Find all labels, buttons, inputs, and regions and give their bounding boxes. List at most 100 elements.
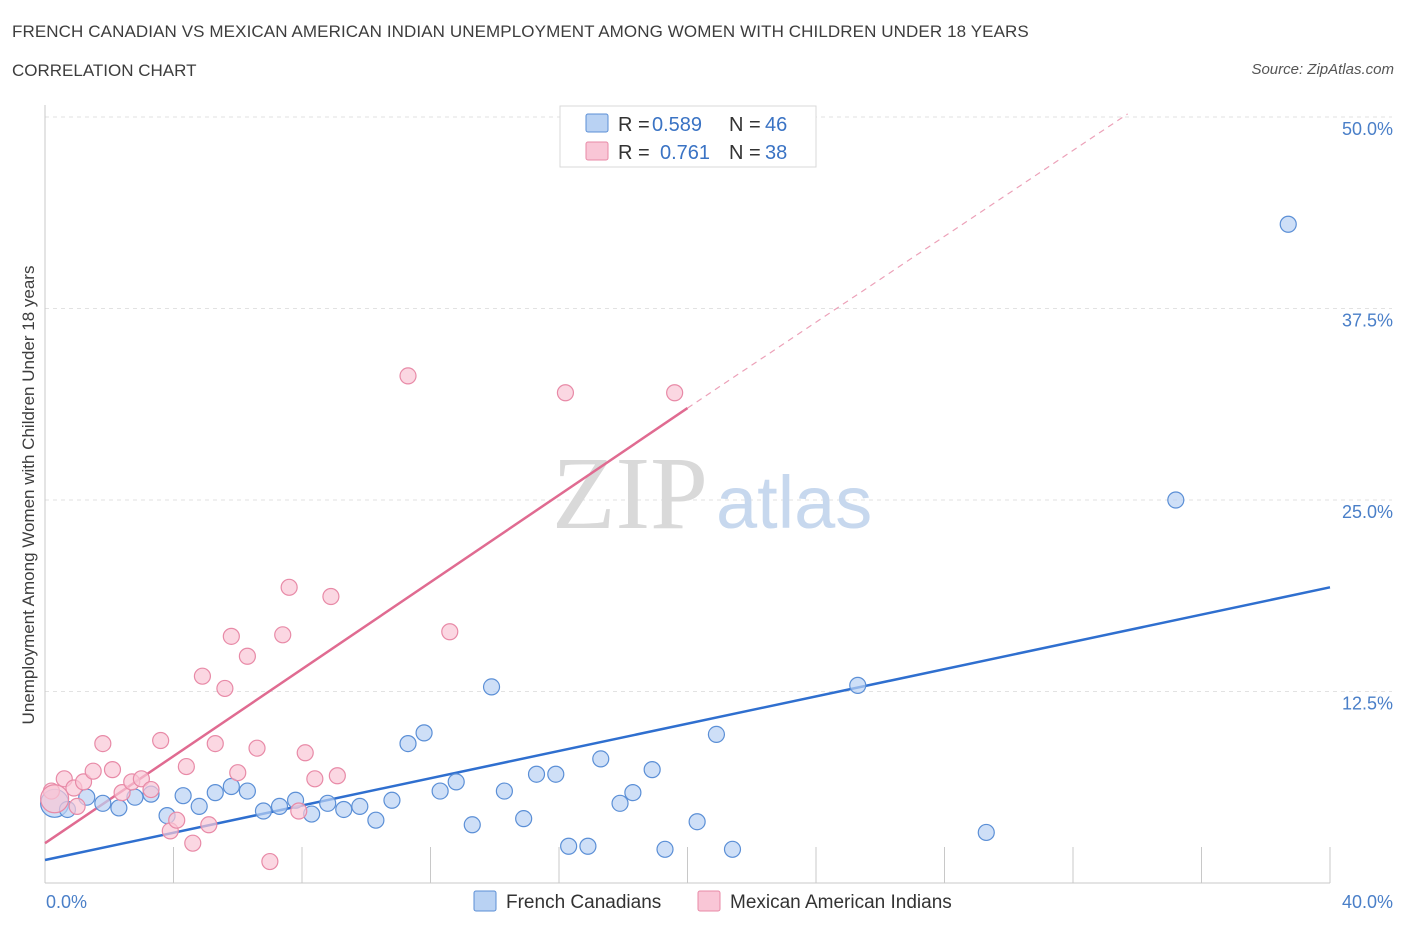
- source-credit: Source: ZipAtlas.com: [1251, 61, 1394, 78]
- point-mexican-american-indians: [216, 679, 234, 698]
- point-french-canadians: [849, 676, 867, 694]
- point-mexican-american-indians: [168, 811, 186, 829]
- point-french-canadians: [174, 787, 192, 805]
- point-mexican-american-indians: [248, 739, 266, 757]
- point-french-canadians: [335, 800, 353, 819]
- point-french-canadians: [723, 840, 742, 858]
- point-mexican-american-indians: [280, 578, 298, 596]
- point-mexican-american-indians: [290, 802, 308, 820]
- point-mexican-american-indians: [229, 764, 247, 782]
- point-french-canadians: [270, 797, 289, 816]
- point-french-canadians: [579, 837, 597, 855]
- point-french-canadians: [527, 765, 546, 783]
- point-mexican-american-indians: [306, 770, 324, 788]
- point-mexican-american-indians: [193, 667, 212, 685]
- y-axis-label: Unemployment Among Women with Children U…: [19, 266, 38, 725]
- point-french-canadians: [367, 811, 385, 829]
- point-mexican-american-indians: [94, 734, 112, 753]
- point-mexican-american-indians: [441, 623, 459, 641]
- point-french-canadians: [110, 799, 128, 817]
- point-mexican-american-indians: [142, 780, 160, 799]
- point-mexican-american-indians: [206, 734, 224, 753]
- watermark-zip: ZIP: [552, 436, 708, 551]
- point-mexican-american-indians: [84, 762, 102, 780]
- point-french-canadians: [319, 794, 337, 812]
- legend-r-value-1: 0.589: [652, 114, 702, 136]
- data-points: [40, 215, 1297, 871]
- axes: [44, 105, 1331, 884]
- point-french-canadians: [656, 840, 674, 858]
- point-french-canadians: [688, 813, 706, 831]
- point-mexican-american-indians: [261, 852, 279, 871]
- point-french-canadians: [560, 837, 578, 855]
- point-french-canadians: [190, 797, 208, 816]
- legend-swatch-pink: [585, 141, 609, 161]
- x-tick-label: 40.0%: [1342, 892, 1393, 912]
- point-french-canadians: [611, 794, 629, 812]
- legend-n-label-2: N =: [729, 142, 761, 164]
- point-mexican-american-indians: [68, 797, 86, 816]
- point-french-canadians: [1167, 491, 1185, 509]
- point-mexican-american-indians: [74, 773, 93, 791]
- legend-swatch-blue: [585, 113, 609, 133]
- series-legend-swatch-blue: [473, 890, 497, 912]
- x-tick-labels: 0.0% 40.0%: [46, 892, 1393, 912]
- point-french-canadians: [383, 791, 401, 809]
- point-french-canadians: [1279, 215, 1297, 233]
- point-french-canadians: [415, 724, 433, 742]
- point-french-canadians: [643, 761, 661, 779]
- legend-r-value-2: 0.761: [660, 142, 710, 164]
- point-mexican-american-indians: [666, 384, 684, 402]
- legend-r-label-2: R =: [618, 142, 650, 164]
- point-mexican-american-indians: [152, 731, 170, 750]
- point-mexican-american-indians: [200, 816, 218, 834]
- y-tick-label: 25.0%: [1342, 502, 1393, 522]
- point-french-canadians: [495, 782, 513, 800]
- legend-n-label-1: N =: [729, 114, 761, 136]
- trend-extension-pink: [687, 113, 1128, 409]
- y-tick-label: 37.5%: [1342, 311, 1393, 331]
- point-mexican-american-indians: [328, 767, 346, 785]
- point-french-canadians: [447, 773, 465, 791]
- series-legend-label-blue: French Canadians: [506, 892, 661, 913]
- y-tick-labels: 12.5% 25.0% 37.5% 50.0%: [1342, 119, 1393, 714]
- point-french-canadians: [977, 823, 995, 842]
- y-tick-label: 12.5%: [1342, 694, 1393, 714]
- point-french-canadians: [206, 784, 224, 802]
- chart-title: FRENCH CANADIAN VS MEXICAN AMERICAN INDI…: [12, 22, 1029, 41]
- y-tick-label: 50.0%: [1342, 119, 1393, 139]
- point-mexican-american-indians: [184, 834, 202, 852]
- legend-r-label-1: R =: [618, 114, 650, 136]
- point-french-canadians: [624, 784, 642, 802]
- point-french-canadians: [547, 765, 565, 783]
- point-mexican-american-indians: [399, 367, 417, 385]
- chart-subtitle: CORRELATION CHART: [12, 61, 197, 80]
- point-mexican-american-indians: [274, 626, 292, 644]
- trend-line-blue: [44, 586, 1331, 862]
- point-french-canadians: [515, 810, 533, 828]
- series-legend-label-pink: Mexican American Indians: [730, 892, 952, 913]
- point-french-canadians: [399, 734, 417, 753]
- point-mexican-american-indians: [222, 627, 240, 645]
- series-legend-swatch-pink: [697, 890, 721, 912]
- point-french-canadians: [463, 816, 481, 834]
- point-french-canadians: [254, 802, 273, 820]
- point-french-canadians: [351, 797, 369, 816]
- point-mexican-american-indians: [113, 784, 131, 802]
- point-french-canadians: [707, 725, 726, 743]
- point-mexican-american-indians: [177, 757, 195, 776]
- x-tick-label: 0.0%: [46, 892, 87, 912]
- point-mexican-american-indians: [132, 770, 150, 788]
- series-legend: French Canadians Mexican American Indian…: [473, 890, 952, 913]
- legend-n-value-1: 46: [765, 114, 787, 136]
- point-french-canadians: [431, 782, 449, 800]
- watermark-atlas: atlas: [716, 461, 872, 544]
- point-mexican-american-indians: [556, 384, 575, 402]
- point-french-canadians: [482, 678, 501, 696]
- point-french-canadians: [238, 782, 256, 800]
- stats-legend: R = 0.589 N = 46 R = 0.761 N = 38: [559, 105, 817, 168]
- legend-n-value-2: 38: [765, 142, 787, 164]
- point-french-canadians: [222, 777, 240, 796]
- point-mexican-american-indians: [322, 587, 340, 606]
